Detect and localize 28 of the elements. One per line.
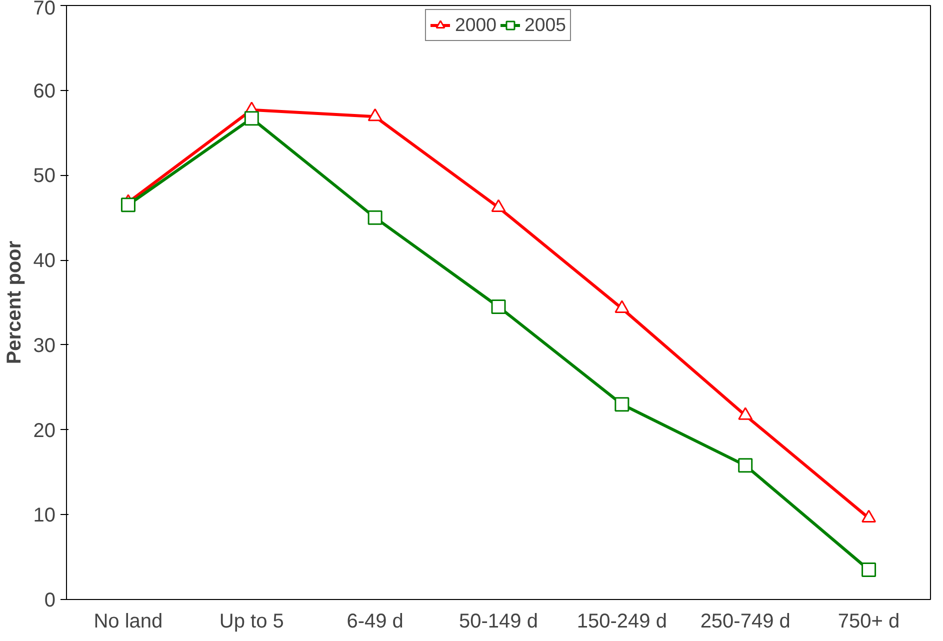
- y-tick-label: 40: [33, 250, 56, 272]
- y-tick-label: 50: [33, 165, 56, 188]
- legend-label: 2005: [524, 14, 566, 36]
- point: [614, 300, 630, 313]
- x-tick-label: 250-749 d: [700, 610, 790, 632]
- point: [491, 199, 506, 212]
- point: [738, 407, 753, 420]
- y-tick-label: 70: [33, 0, 56, 20]
- point: [862, 562, 876, 578]
- y-tick-label: 30: [33, 334, 56, 357]
- point: [491, 299, 506, 314]
- point: [368, 108, 382, 122]
- y-tick-label: 0: [44, 590, 56, 612]
- point: [738, 458, 753, 473]
- y-tick-label: 60: [33, 80, 56, 102]
- x-tick-label: 150-249 d: [576, 610, 667, 632]
- legend-label: 2000: [454, 14, 496, 36]
- y-axis-title: Percent poor: [3, 240, 26, 364]
- y-tick-label: 10: [33, 504, 56, 527]
- point: [120, 198, 136, 212]
- x-tick-label: No land: [94, 610, 163, 632]
- x-tick-label: 6-49 d: [346, 610, 404, 632]
- y-tick-label: 20: [33, 420, 56, 442]
- point: [368, 210, 382, 225]
- x-tick-label: 750+ d: [838, 610, 900, 632]
- x-tick-label: Up to 5: [219, 610, 284, 632]
- point: [614, 397, 630, 412]
- x-tick-label: 50-149 d: [459, 610, 538, 632]
